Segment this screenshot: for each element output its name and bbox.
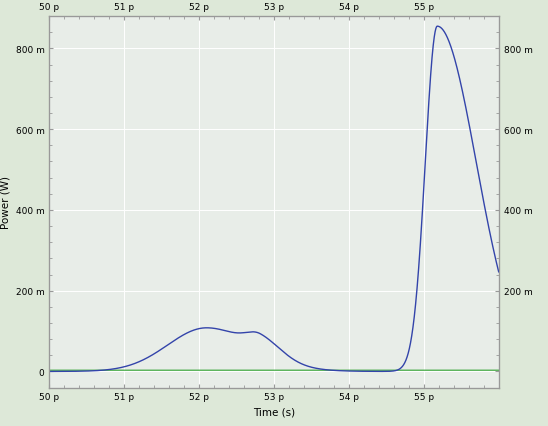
X-axis label: Time (s): Time (s) [253, 407, 295, 417]
Y-axis label: Power (W): Power (W) [0, 176, 10, 229]
